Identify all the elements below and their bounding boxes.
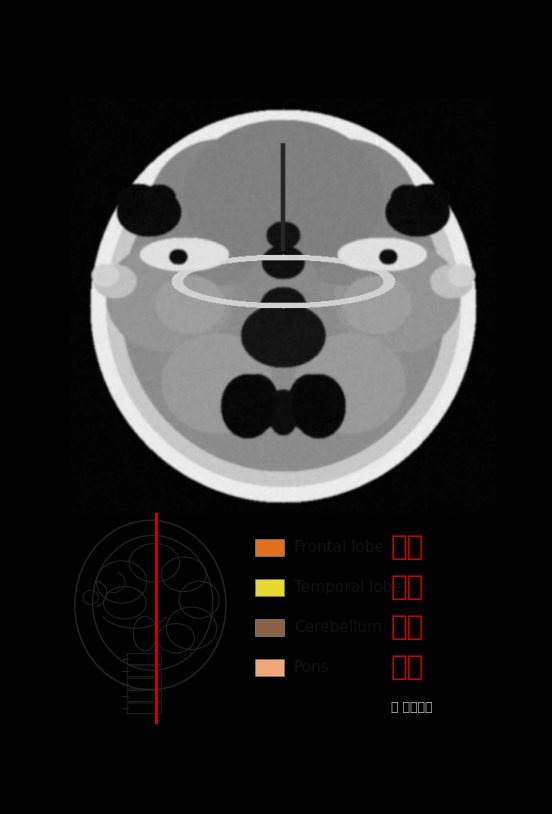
FancyBboxPatch shape bbox=[255, 619, 284, 636]
FancyBboxPatch shape bbox=[255, 579, 284, 596]
Text: 銘叶: 銘叶 bbox=[391, 573, 424, 602]
Text: 额叶: 额叶 bbox=[391, 533, 424, 562]
FancyBboxPatch shape bbox=[255, 659, 284, 676]
Text: Cerebellum: Cerebellum bbox=[294, 620, 381, 635]
FancyBboxPatch shape bbox=[255, 539, 284, 556]
Text: 🐾 熊猫放射: 🐾 熊猫放射 bbox=[391, 701, 432, 714]
Text: 桥脑: 桥脑 bbox=[391, 654, 424, 681]
Text: 小脑: 小脑 bbox=[391, 614, 424, 641]
Text: Frontal lobe: Frontal lobe bbox=[294, 540, 384, 555]
Text: Temporal lobe: Temporal lobe bbox=[294, 580, 402, 595]
Text: Pons: Pons bbox=[294, 660, 330, 675]
